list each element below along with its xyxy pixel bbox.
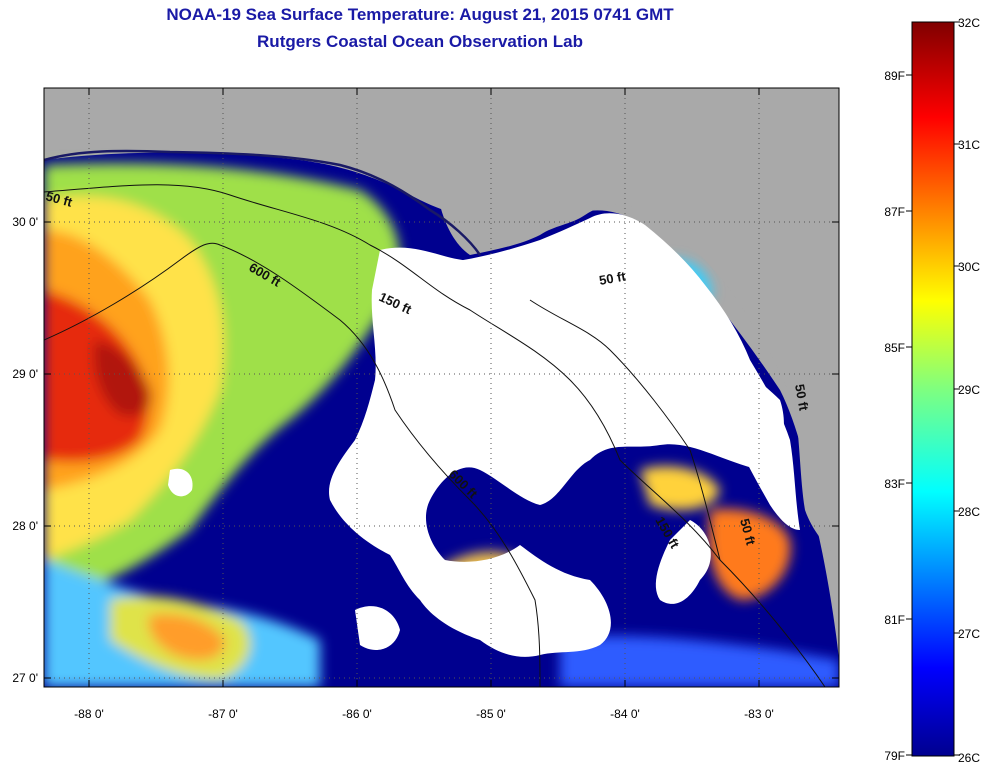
colorbar-celsius-label: 32C [958,16,980,30]
lon-label: -83 0' [744,707,774,721]
cloud-patch-east [655,520,711,604]
cloud-cover [329,245,784,657]
colorbar-celsius-label: 31C [958,138,980,152]
lat-label: 29 0' [12,367,38,381]
lat-label: 28 0' [12,519,38,533]
cloud-patch-west [168,468,193,497]
lon-label: -87 0' [208,707,238,721]
colorbar-celsius-label: 29C [958,383,980,397]
contour-label: 50 ft [598,268,628,288]
longitude-labels: -88 0' -87 0' -86 0' -85 0' -84 0' -83 0… [74,707,774,721]
lon-label: -85 0' [476,707,506,721]
colorbar-celsius-label: 28C [958,505,980,519]
lat-label: 27 0' [12,671,38,685]
depth-contours [44,184,826,687]
colorbar-gradient [911,21,955,757]
sst-field [44,163,839,687]
map-title: NOAA-19 Sea Surface Temperature: August … [166,5,674,24]
map-frame [43,87,840,688]
axis-ticks [44,88,839,687]
colorbar: 32C 31C 30C 29C 28C 27C 26C 89F 87F 85F … [884,16,980,765]
colorbar-celsius-label: 27C [958,627,980,641]
colorbar-fahrenheit-label: 89F [884,69,905,83]
lat-label: 30 0' [12,215,38,229]
lon-label: -86 0' [342,707,372,721]
colorbar-celsius-label: 30C [958,260,980,274]
latitude-labels: 30 0' 29 0' 28 0' 27 0' [12,215,38,685]
map-subtitle: Rutgers Coastal Ocean Observation Lab [257,32,583,51]
contour-label: 50 ft [44,188,74,210]
florida-land [440,88,839,560]
colorbar-fahrenheit-label: 83F [884,477,905,491]
colorbar-celsius-label: 26C [958,751,980,765]
contour-label: 50 ft [737,517,759,547]
coastal-cloud [450,213,800,530]
colorbar-fahrenheit-label: 87F [884,205,905,219]
contour-label: 50 ft [792,383,812,413]
colorbar-fahrenheit-label: 85F [884,341,905,355]
panhandle-coastline [44,149,482,256]
colorbar-fahrenheit-label: 79F [884,749,905,763]
colorbar-fahrenheit-label: 81F [884,613,905,627]
lon-label: -84 0' [610,707,640,721]
map-area: 50 ft 600 ft 150 ft 50 ft 600 ft 150 ft … [44,88,839,687]
cloud-patch-south [355,606,400,650]
lon-label: -88 0' [74,707,104,721]
